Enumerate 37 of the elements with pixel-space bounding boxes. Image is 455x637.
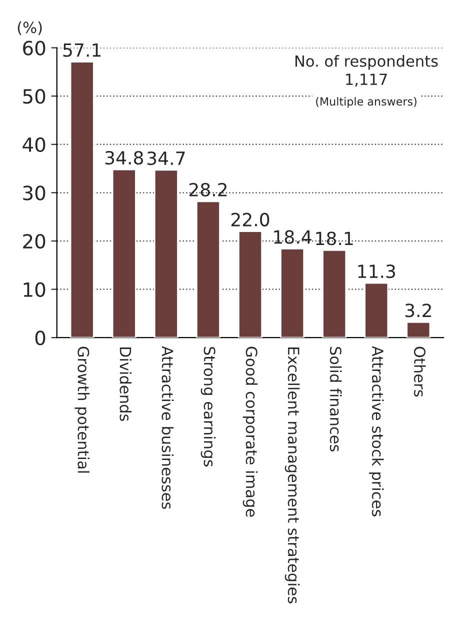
bar bbox=[280, 248, 305, 338]
x-tick-label: Solid finances bbox=[330, 346, 342, 452]
x-tick-label: Growth potential bbox=[74, 346, 90, 473]
y-axis-title: (%) bbox=[18, 21, 42, 36]
x-tick-label: Others bbox=[414, 346, 426, 397]
y-tick-label: 30 bbox=[23, 186, 46, 200]
x-tick-label: Good corporate image bbox=[242, 346, 258, 517]
data-label: 34.8 bbox=[105, 150, 143, 165]
x-tick-label: Excellent management strategies bbox=[284, 347, 300, 604]
data-label: 18.4 bbox=[274, 230, 312, 244]
bar bbox=[112, 168, 136, 338]
bar bbox=[70, 61, 94, 338]
annotation: No. of respondents 1,117 bbox=[295, 55, 438, 87]
data-label: 18.1 bbox=[316, 232, 353, 246]
bar bbox=[322, 249, 347, 338]
bar bbox=[364, 282, 389, 338]
y-tick-label: 10 bbox=[24, 282, 46, 297]
data-label: 34.7 bbox=[147, 151, 185, 166]
bar bbox=[238, 230, 263, 338]
data-label: 28.2 bbox=[189, 182, 227, 196]
y-tick-label: 40 bbox=[22, 137, 46, 152]
bar bbox=[154, 169, 178, 338]
y-tick-label: 50 bbox=[23, 89, 46, 104]
bar bbox=[406, 321, 431, 338]
x-tick-label: Strong earnings bbox=[200, 346, 216, 466]
x-tick-label: Attractive stock prices bbox=[368, 346, 384, 516]
y-tick-label: 60 bbox=[23, 40, 46, 56]
y-tick-label: 0 bbox=[35, 330, 46, 346]
data-label: 11.3 bbox=[358, 264, 396, 278]
bar bbox=[196, 200, 220, 338]
annotation: (Multiple answers) bbox=[316, 97, 416, 108]
data-label: 57.1 bbox=[63, 43, 101, 57]
x-tick-label: Dividends bbox=[120, 347, 132, 421]
y-tick-label: 20 bbox=[23, 234, 46, 249]
data-label: 22.0 bbox=[231, 212, 270, 226]
data-label: 3.2 bbox=[405, 304, 431, 318]
x-tick-label: Attractive businesses bbox=[162, 346, 174, 509]
